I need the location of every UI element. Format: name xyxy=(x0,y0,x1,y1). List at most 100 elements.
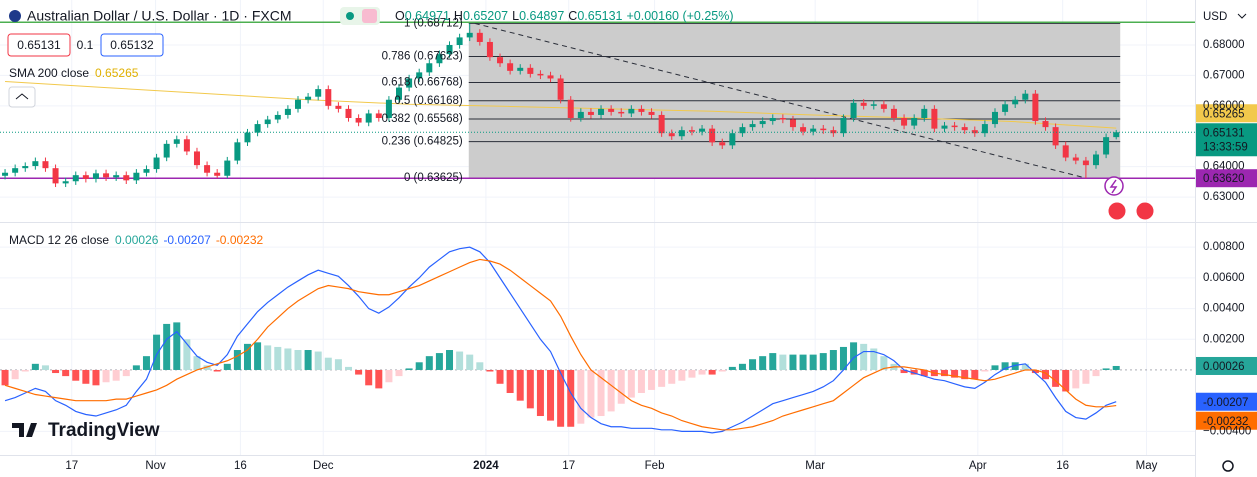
histogram-bar xyxy=(1021,363,1029,370)
x-tick-label: Mar xyxy=(805,460,825,472)
histogram-bar xyxy=(779,354,787,370)
histogram-bar xyxy=(344,366,352,370)
histogram-bar xyxy=(910,369,918,375)
last-price-label: 0.65131 xyxy=(1203,127,1245,139)
histogram-bar xyxy=(799,354,807,370)
ohlc-legend: O0.64971 H0.65207 L0.64897 C0.65131 +0.00160… xyxy=(395,9,734,23)
candle-body xyxy=(638,108,645,112)
candle-body xyxy=(941,125,948,129)
candle-body xyxy=(92,173,99,179)
macd-line xyxy=(4,258,1117,431)
candle-body xyxy=(890,108,897,118)
event-flag[interactable] xyxy=(1107,201,1127,221)
logo-text: TradingView xyxy=(48,420,160,441)
histogram-bar xyxy=(1062,369,1070,392)
x-tick-label: 17 xyxy=(562,460,575,472)
fib-label: 0.236 (0.64825) xyxy=(382,136,463,148)
collapse-button[interactable] xyxy=(8,86,36,108)
sell-button[interactable] xyxy=(7,33,71,57)
buy-button[interactable] xyxy=(100,33,164,57)
candle-body xyxy=(183,139,190,152)
histogram-bar xyxy=(193,356,201,370)
histogram-bar xyxy=(850,342,858,370)
y-tick-label: 0.66000 xyxy=(1203,100,1245,112)
histogram-bar xyxy=(405,368,413,370)
symbol-flag xyxy=(9,10,21,22)
candle-body xyxy=(173,139,180,144)
histogram-bar xyxy=(142,356,150,370)
histogram-bar xyxy=(183,339,191,370)
histogram-bar xyxy=(355,369,363,375)
candle-body xyxy=(2,172,9,176)
sma-line xyxy=(5,81,1117,129)
histogram-bar xyxy=(698,369,706,375)
candle-body xyxy=(537,73,544,76)
candle-body xyxy=(123,175,130,181)
histogram-bar xyxy=(41,365,49,370)
histogram-bar xyxy=(112,369,120,381)
collapse-icon xyxy=(15,93,29,100)
candle-body xyxy=(961,127,968,131)
candle-body xyxy=(769,117,776,122)
y-tick-label: 0.64000 xyxy=(1203,161,1245,173)
candle-body xyxy=(1002,104,1009,112)
histogram-bar xyxy=(264,345,272,370)
fib-label: 1 (0.68712) xyxy=(404,17,463,29)
x-tick-label: Apr xyxy=(969,460,987,472)
histogram-bar xyxy=(243,343,251,370)
histogram-bar xyxy=(587,369,595,418)
histogram-bar xyxy=(1,369,9,386)
candle-body xyxy=(668,133,675,137)
histogram-bar xyxy=(536,369,544,417)
candle-body xyxy=(688,130,695,132)
sma-legend: SMA 200 close 0.65265 xyxy=(9,66,139,80)
candle-body xyxy=(497,57,504,64)
histogram-bar xyxy=(547,369,555,421)
candle-body xyxy=(305,96,312,100)
candle-body xyxy=(476,32,483,42)
candle-body xyxy=(820,128,827,131)
histogram-bar xyxy=(466,354,474,370)
histogram-bar xyxy=(607,369,615,412)
candle-body xyxy=(658,114,665,134)
candle-body xyxy=(577,111,584,118)
candle-body xyxy=(860,102,867,106)
fib-label: 0.786 (0.67623) xyxy=(382,51,463,63)
settings-icon[interactable] xyxy=(1222,460,1234,472)
candle-body xyxy=(1113,132,1120,138)
event-glyph xyxy=(1109,179,1118,194)
buy-price: 0.65132 xyxy=(110,38,154,52)
x-tick-label: May xyxy=(1136,460,1158,472)
histogram-bar xyxy=(688,369,696,378)
fib-label: 0.5 (0.66168) xyxy=(394,95,463,107)
currency-label[interactable]: USD xyxy=(1203,11,1227,23)
sma-price-label: 0.65265 xyxy=(1203,108,1245,120)
sma-price-label-box xyxy=(1196,104,1257,123)
histogram-bar xyxy=(385,369,393,383)
candle-body xyxy=(385,99,392,118)
histogram-bar xyxy=(678,369,686,381)
macd-value-label-box xyxy=(1196,392,1257,411)
histogram-bar xyxy=(153,334,161,370)
candle-body xyxy=(608,108,615,112)
histogram-bar xyxy=(637,369,645,393)
candle-body xyxy=(779,117,786,120)
histogram-bar xyxy=(809,354,817,370)
candle-body xyxy=(274,114,281,120)
histogram-bar xyxy=(425,356,433,370)
histogram-bar xyxy=(506,369,514,393)
histogram-value-label: 0.00026 xyxy=(1203,361,1245,373)
candle-body xyxy=(789,119,796,128)
histogram-bar xyxy=(375,369,383,389)
histogram-bar xyxy=(52,369,60,374)
event-icon[interactable] xyxy=(1104,176,1124,196)
histogram-bar xyxy=(284,348,292,370)
histogram-bar xyxy=(62,369,70,377)
last-price-box xyxy=(1196,123,1257,157)
event-flag[interactable] xyxy=(1135,201,1155,221)
histogram-bar xyxy=(759,356,767,370)
histogram-bar xyxy=(223,363,231,370)
candle-body xyxy=(284,108,291,115)
candle-body xyxy=(294,99,301,109)
histogram-bar xyxy=(456,351,464,370)
